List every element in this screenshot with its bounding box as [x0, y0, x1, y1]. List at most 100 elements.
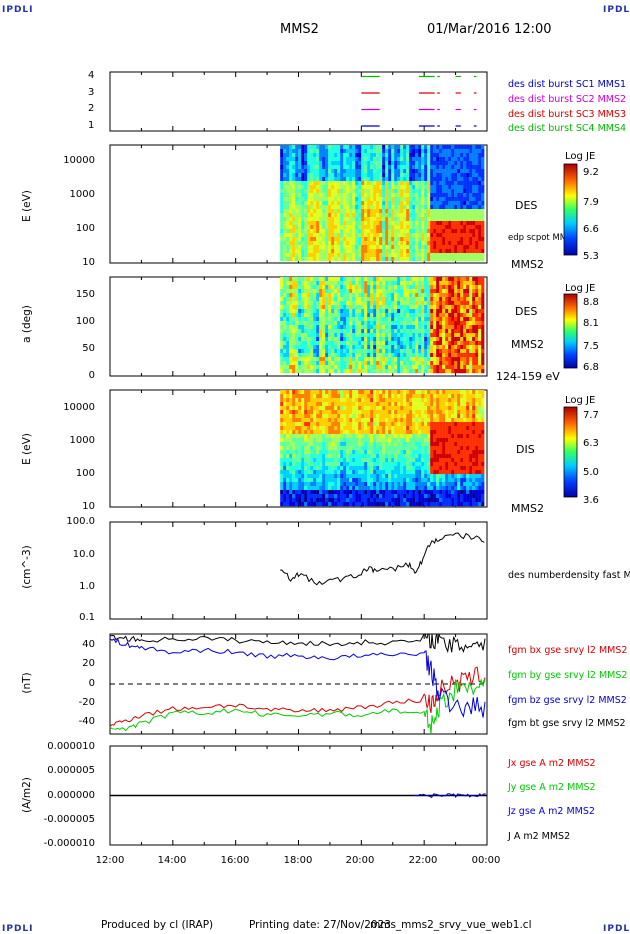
- heat-cell: [457, 325, 461, 330]
- heat-cell: [463, 197, 467, 202]
- heat-cell: [301, 402, 305, 407]
- ytick-fgm: 0: [88, 678, 95, 689]
- heat-cell: [304, 365, 308, 370]
- heat-cell: [307, 410, 311, 415]
- heat-cell: [307, 446, 311, 451]
- heat-cell: [415, 297, 419, 302]
- heat-cell: [301, 313, 305, 318]
- heat-cell: [451, 321, 455, 326]
- heat-cell: [394, 209, 398, 214]
- heat-cell: [316, 185, 320, 190]
- heat-cell: [343, 169, 347, 174]
- heat-cell: [364, 406, 368, 411]
- heat-cell: [292, 345, 296, 350]
- heat-cell: [436, 201, 440, 206]
- heat-cell: [349, 153, 353, 158]
- heat-cell: [427, 217, 431, 222]
- heat-cell: [286, 157, 290, 162]
- heat-cell: [322, 317, 326, 322]
- heat-cell: [295, 309, 299, 314]
- heat-cell: [382, 329, 386, 334]
- heat-cell: [322, 474, 326, 479]
- heat-cell: [385, 337, 389, 342]
- heat-cell: [352, 205, 356, 210]
- heat-cell: [475, 365, 479, 370]
- heat-cell: [313, 365, 317, 370]
- heat-cell: [361, 442, 365, 447]
- heat-cell: [286, 410, 290, 415]
- heat-cell: [385, 209, 389, 214]
- heat-cell: [457, 201, 461, 206]
- heat-cell: [394, 285, 398, 290]
- label-des-2: DES: [515, 305, 538, 318]
- heat-cell: [442, 365, 446, 370]
- heat-cell: [478, 193, 482, 198]
- heat-cell: [481, 277, 485, 282]
- heat-cell: [373, 434, 377, 439]
- heat-cell: [430, 153, 434, 158]
- heat-cell: [280, 341, 284, 346]
- heat-cell: [280, 297, 284, 302]
- heat-cell: [283, 406, 287, 411]
- heat-cell: [364, 418, 368, 423]
- heat-cell: [382, 309, 386, 314]
- heat-cell: [451, 209, 455, 214]
- heat-cell: [475, 149, 479, 154]
- heat-cell: [388, 217, 392, 222]
- heat-cell: [319, 165, 323, 170]
- heat-cell: [280, 438, 284, 443]
- heat-cell: [460, 349, 464, 354]
- heat-cell: [289, 285, 293, 290]
- heat-cell: [424, 157, 428, 162]
- heat-cell: [295, 458, 299, 463]
- heat-cell: [409, 197, 413, 202]
- heat-cell: [397, 289, 401, 294]
- heat-cell: [382, 249, 386, 254]
- heat-cell: [328, 466, 332, 471]
- heat-cell: [385, 257, 389, 262]
- heat-cell: [394, 177, 398, 182]
- heat-cell: [304, 333, 308, 338]
- heat-cell: [340, 482, 344, 487]
- heat-cell: [313, 173, 317, 178]
- heat-cell: [325, 225, 329, 230]
- heat-cell: [310, 173, 314, 178]
- ytick-fgm: 40: [82, 639, 95, 650]
- heat-cell: [355, 345, 359, 350]
- heat-cell: [340, 289, 344, 294]
- heat-cell: [310, 406, 314, 411]
- heat-cell: [460, 169, 464, 174]
- heat-cell: [310, 217, 314, 222]
- heat-cell: [397, 309, 401, 314]
- heat-cell: [481, 221, 485, 226]
- heat-cell: [352, 458, 356, 463]
- heat-cell: [433, 165, 437, 170]
- heat-cell: [313, 369, 317, 374]
- heat-cell: [286, 394, 290, 399]
- heat-cell: [310, 470, 314, 475]
- heat-cell: [328, 414, 332, 419]
- heat-cell: [370, 237, 374, 242]
- heat-cell: [430, 309, 434, 314]
- heat-cell: [424, 189, 428, 194]
- heat-cell: [304, 317, 308, 322]
- heat-cell: [313, 414, 317, 419]
- heat-cell: [379, 357, 383, 362]
- heat-cell: [391, 185, 395, 190]
- heat-cell: [325, 422, 329, 427]
- heat-cell: [376, 442, 380, 447]
- heat-cell: [403, 205, 407, 210]
- heat-cell: [283, 430, 287, 435]
- heat-cell: [349, 365, 353, 370]
- heat-cell: [463, 289, 467, 294]
- heat-cell: [355, 169, 359, 174]
- heat-cell: [448, 245, 452, 250]
- heat-cell: [337, 357, 341, 362]
- heat-cell: [439, 277, 443, 282]
- heat-cell: [376, 245, 380, 250]
- heat-cell: [433, 329, 437, 334]
- heat-cell: [286, 321, 290, 326]
- heat-cell: [424, 293, 428, 298]
- heat-cell: [454, 353, 458, 358]
- heat-cell: [481, 329, 485, 334]
